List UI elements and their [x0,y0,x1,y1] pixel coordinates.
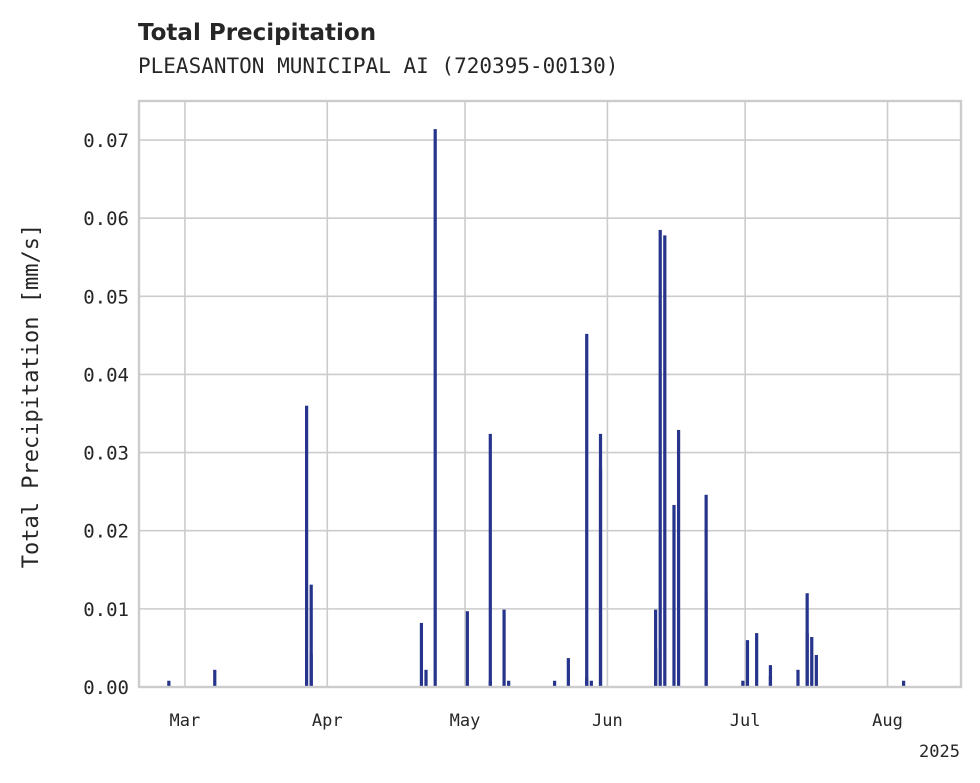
precip-bar-0-30 [755,633,759,687]
precip-bar-0-8 [465,611,469,687]
precip-bar-0-0 [167,680,171,687]
chart-title: Total Precipitation [138,20,376,46]
precip-bar-0-36 [810,636,814,687]
precip-bar-0-28 [741,680,745,687]
bars [167,129,906,688]
precip-bar-0-38 [901,680,906,687]
plot-frame [137,99,963,689]
precip-bar-0-23 [663,235,667,687]
year-label: 2025 [919,742,960,762]
x-tick-label-4: Jul [730,711,761,731]
precip-bar-0-17 [589,680,593,687]
precip-bar-0-35 [805,593,809,687]
precip-bar-0-19 [598,468,603,687]
precip-bar-0-21 [654,648,658,687]
y-tick-label-2: 0.02 [83,521,129,543]
x-tick-label-1: Apr [312,711,343,731]
precip-bar-0-37 [814,654,818,687]
y-tick-label-6: 0.06 [83,208,129,230]
y-tick-label-7: 0.07 [83,130,129,152]
precip-bar-0-5 [419,622,424,687]
x-tick-labels: Mar Apr May Jun Jul Aug [170,711,903,731]
precip-bar-0-4 [309,654,313,687]
y-tick-label-3: 0.03 [83,443,129,465]
precip-bar-0-33 [796,669,800,687]
y-axis-label: Total Precipitation [mm/s] [19,224,44,568]
precip-bar-0-1 [213,669,217,687]
precip-bar-0-13 [552,680,557,687]
x-tick-label-3: Jun [592,711,623,731]
precip-bar-0-27 [704,494,708,687]
precip-bar-0-14 [566,658,570,687]
precip-bar-0-10 [488,680,492,687]
precip-bar-0-12 [507,680,511,687]
y-tick-label-1: 0.01 [83,599,129,621]
precip-bar-0-16 [585,677,589,687]
y-tick-label-4: 0.04 [83,364,129,386]
precip-bar-0-6 [424,669,428,687]
precip-bar-0-11 [502,609,506,687]
precip-bar-0-3 [309,584,313,687]
y-tick-label-5: 0.05 [83,286,129,308]
x-tick-label-0: Mar [170,711,201,731]
chart-subtitle: PLEASANTON MUNICIPAL AI (720395-00130) [138,54,618,78]
precip-bar-0-22 [658,229,662,688]
precip-bar-0-2 [305,405,309,687]
precip-bar-0-15 [585,333,589,687]
gridlines [139,101,961,688]
precip-bar-0-9 [488,433,492,687]
precip-bar-0-25 [676,429,681,687]
precip-bar-0-29 [745,640,750,687]
precip-bar-0-20 [654,609,658,687]
precip-bar-0-24 [672,504,676,687]
x-tick-label-5: Aug [872,711,903,731]
y-tick-label-0: 0.00 [83,677,129,699]
precip-bar-0-7 [433,129,437,688]
precip-bar-0-32 [768,676,773,687]
x-tick-label-2: May [450,711,481,731]
y-tick-labels: 0.00 0.01 0.02 0.03 0.04 0.05 0.06 0.07 [83,130,129,699]
